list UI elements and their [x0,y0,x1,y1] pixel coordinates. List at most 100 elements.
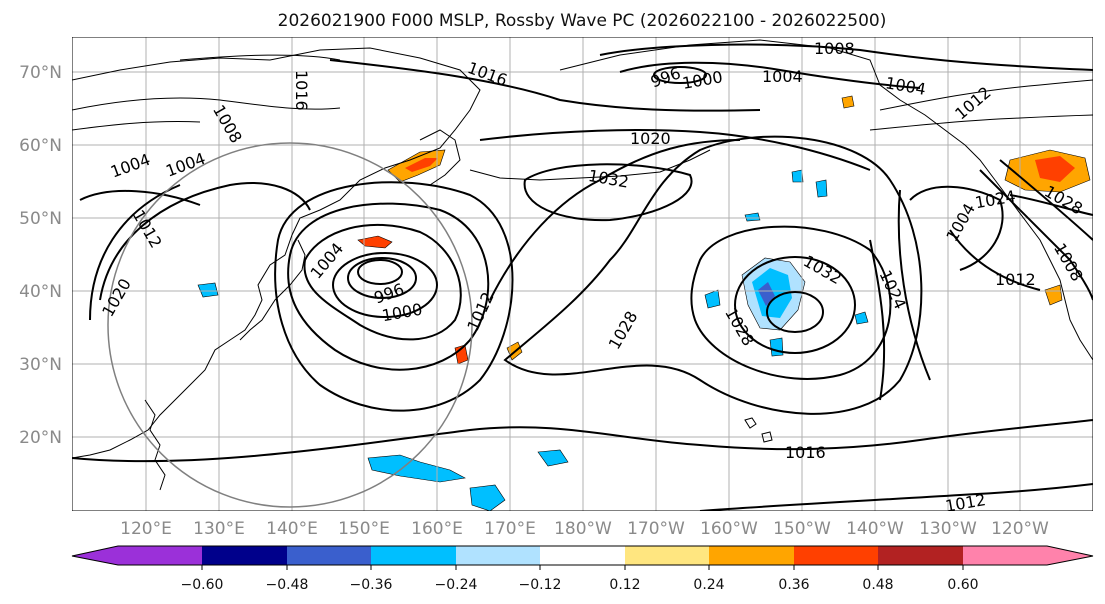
negative-anomaly-patch [704,289,721,309]
colorbar-label: −0.36 [350,577,393,593]
high-contour-3 [690,225,892,380]
contour-east-1024 [869,239,886,401]
low-contour-5 [287,202,490,371]
negative-anomaly-core [758,282,775,306]
high-contour-5 [489,139,741,301]
colorbar-segment [963,546,1047,565]
colorbar-segment [456,546,540,565]
lat-tick-label: 50°N [19,209,62,229]
colorbar-segment [202,546,287,565]
thin-contour [72,121,201,131]
colorbar-segment [540,546,625,565]
asia-coastline [72,47,481,459]
contour-east-1016 [897,189,931,381]
colorbar-segment [371,546,456,565]
hawaii-islands [744,417,773,443]
lon-tick-label: 120°E [120,519,172,539]
contour-label: 1016 [785,443,826,462]
contour-east-1008 [979,169,1093,301]
latitude-axis: 70°N 60°N 50°N 40°N 30°N 20°N [19,63,62,448]
lon-tick-label: 140°E [266,519,318,539]
contour-1016-north [329,59,761,112]
high-cell-1032 [523,163,693,222]
figure-title: 2026021900 F000 MSLP, Rossby Wave PC (20… [278,11,887,31]
north-america-coastline [994,179,1093,361]
contour-label: 1008 [814,39,855,58]
lon-tick-label: 170°E [484,519,536,539]
mslp-contours [72,43,1093,511]
thin-contour [869,114,1093,131]
lon-tick-label: 130°W [919,519,977,539]
lat-tick-label: 70°N [19,63,62,83]
colorbar-label: 0.60 [947,577,978,593]
negative-anomaly-patch [815,179,828,198]
colorbar-ticks [201,565,964,570]
lon-tick-label: 160°E [411,519,463,539]
lat-tick-label: 30°N [19,355,62,375]
colorbar-label: 0.12 [609,577,640,593]
colorbar-segment [625,546,709,565]
negative-anomaly-patch [537,449,569,467]
negative-anomaly-patch [197,282,219,298]
colorbar-extend-min [72,546,118,565]
colorbar-segment [118,546,202,565]
negative-anomaly-patch [367,454,466,483]
colorbar-label: 0.48 [862,577,893,593]
lon-tick-label: 140°W [846,519,904,539]
longitude-axis: 120°E 130°E 140°E 150°E 160°E 170°E 180°… [120,519,1049,539]
lat-tick-label: 60°N [19,136,62,156]
negative-anomaly-patch [469,484,506,511]
contour-1028-west [89,184,181,321]
positive-anomaly-core [405,158,438,172]
lat-tick-label: 20°N [19,428,62,448]
contour-1004-north [619,61,921,89]
philippines-coastline [144,399,166,491]
low-contour-1 [357,259,403,285]
contour-1020-north [479,129,871,171]
contour-east-1028 [1009,194,1093,216]
contour-996-north [653,66,707,84]
colorbar-segment [287,546,371,565]
colorbar-label: −0.12 [519,577,562,593]
colorbar-segment [794,546,878,565]
lon-tick-label: 180°W [554,519,612,539]
colorbar-extend-max [1047,546,1093,565]
contour-1012-south [699,483,1093,511]
positive-anomaly-patch [841,95,855,109]
lat-tick-label: 40°N [19,282,62,302]
low-contour-4 [303,223,462,341]
lon-tick-label: 120°W [991,519,1049,539]
negative-anomaly-patch [791,169,804,183]
lon-tick-label: 170°W [627,519,685,539]
colorbar-outline [71,545,1094,566]
thin-contour [179,54,341,61]
lon-tick-label: 160°W [700,519,758,539]
map-panel: 1008 1004 996 1000 1016 1004 1012 1020 1… [72,37,1093,516]
reference-circle [107,142,473,508]
lon-tick-label: 150°W [773,519,831,539]
colorbar: −0.60 −0.48 −0.36 −0.24 −0.12 0.12 0.24 … [71,545,1094,593]
thin-contour [879,79,1093,111]
kamchatka-coastline [419,129,461,186]
contour-label: 1004 [762,67,803,86]
negative-anomaly-patch [769,337,784,357]
aleutian-chain [469,149,711,181]
lon-tick-label: 150°E [338,519,390,539]
low-contour-6 [274,181,514,412]
colorbar-label: 0.36 [778,577,809,593]
low-contour-2 [347,257,417,299]
contour-label: 1016 [292,70,311,111]
colorbar-label: −0.48 [266,577,309,593]
negative-anomaly-patch [854,311,869,325]
contour-1016-south [72,419,1093,463]
contour-1012-west [79,189,201,206]
contour-east-1012 [949,229,1041,291]
high-contour-1 [766,291,824,333]
positive-anomaly-patch [1044,284,1063,306]
positive-anomaly-core [1035,156,1075,182]
colorbar-label: −0.24 [435,577,478,593]
contour-label: 1012 [944,490,987,516]
high-contour-2 [734,256,856,354]
colorbar-label: 0.24 [693,577,724,593]
contour-label: 1012 [995,270,1036,289]
